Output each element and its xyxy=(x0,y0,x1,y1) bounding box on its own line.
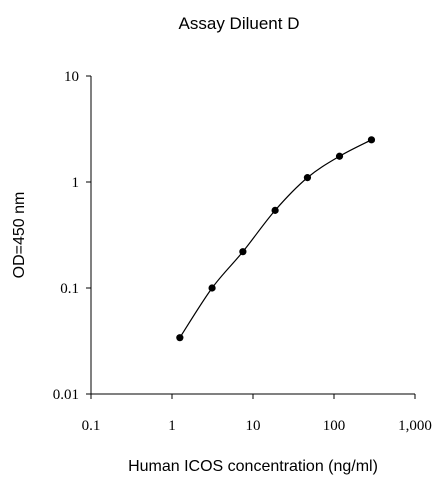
y-axis-label: OD=450 nm xyxy=(11,192,28,279)
data-point xyxy=(335,152,344,160)
x-ticks: 0.1 1 10 100 1,000 xyxy=(82,394,432,434)
x-tick-label: 1,000 xyxy=(398,418,432,434)
x-axis-label: Human ICOS concentration (ng/ml) xyxy=(128,458,378,475)
y-tick-label: 0.01 xyxy=(53,387,79,403)
y-ticks: 0.01 0.1 1 10 xyxy=(53,69,91,403)
y-tick-label: 1 xyxy=(72,175,80,191)
series-group xyxy=(176,136,376,342)
axes xyxy=(90,76,415,395)
x-tick-label: 100 xyxy=(323,418,346,434)
y-tick-label: 0.1 xyxy=(60,281,79,297)
data-point xyxy=(303,174,312,182)
series-line xyxy=(179,139,372,338)
x-tick-label: 10 xyxy=(246,418,261,434)
data-point xyxy=(367,136,376,144)
x-tick-label: 0.1 xyxy=(82,418,101,434)
data-point xyxy=(271,206,279,214)
chart-title: Assay Diluent D xyxy=(179,14,300,33)
y-tick-label: 10 xyxy=(64,69,79,85)
data-point xyxy=(176,334,184,342)
data-point xyxy=(239,248,247,256)
x-tick-label: 1 xyxy=(168,418,176,434)
data-point xyxy=(208,284,216,292)
